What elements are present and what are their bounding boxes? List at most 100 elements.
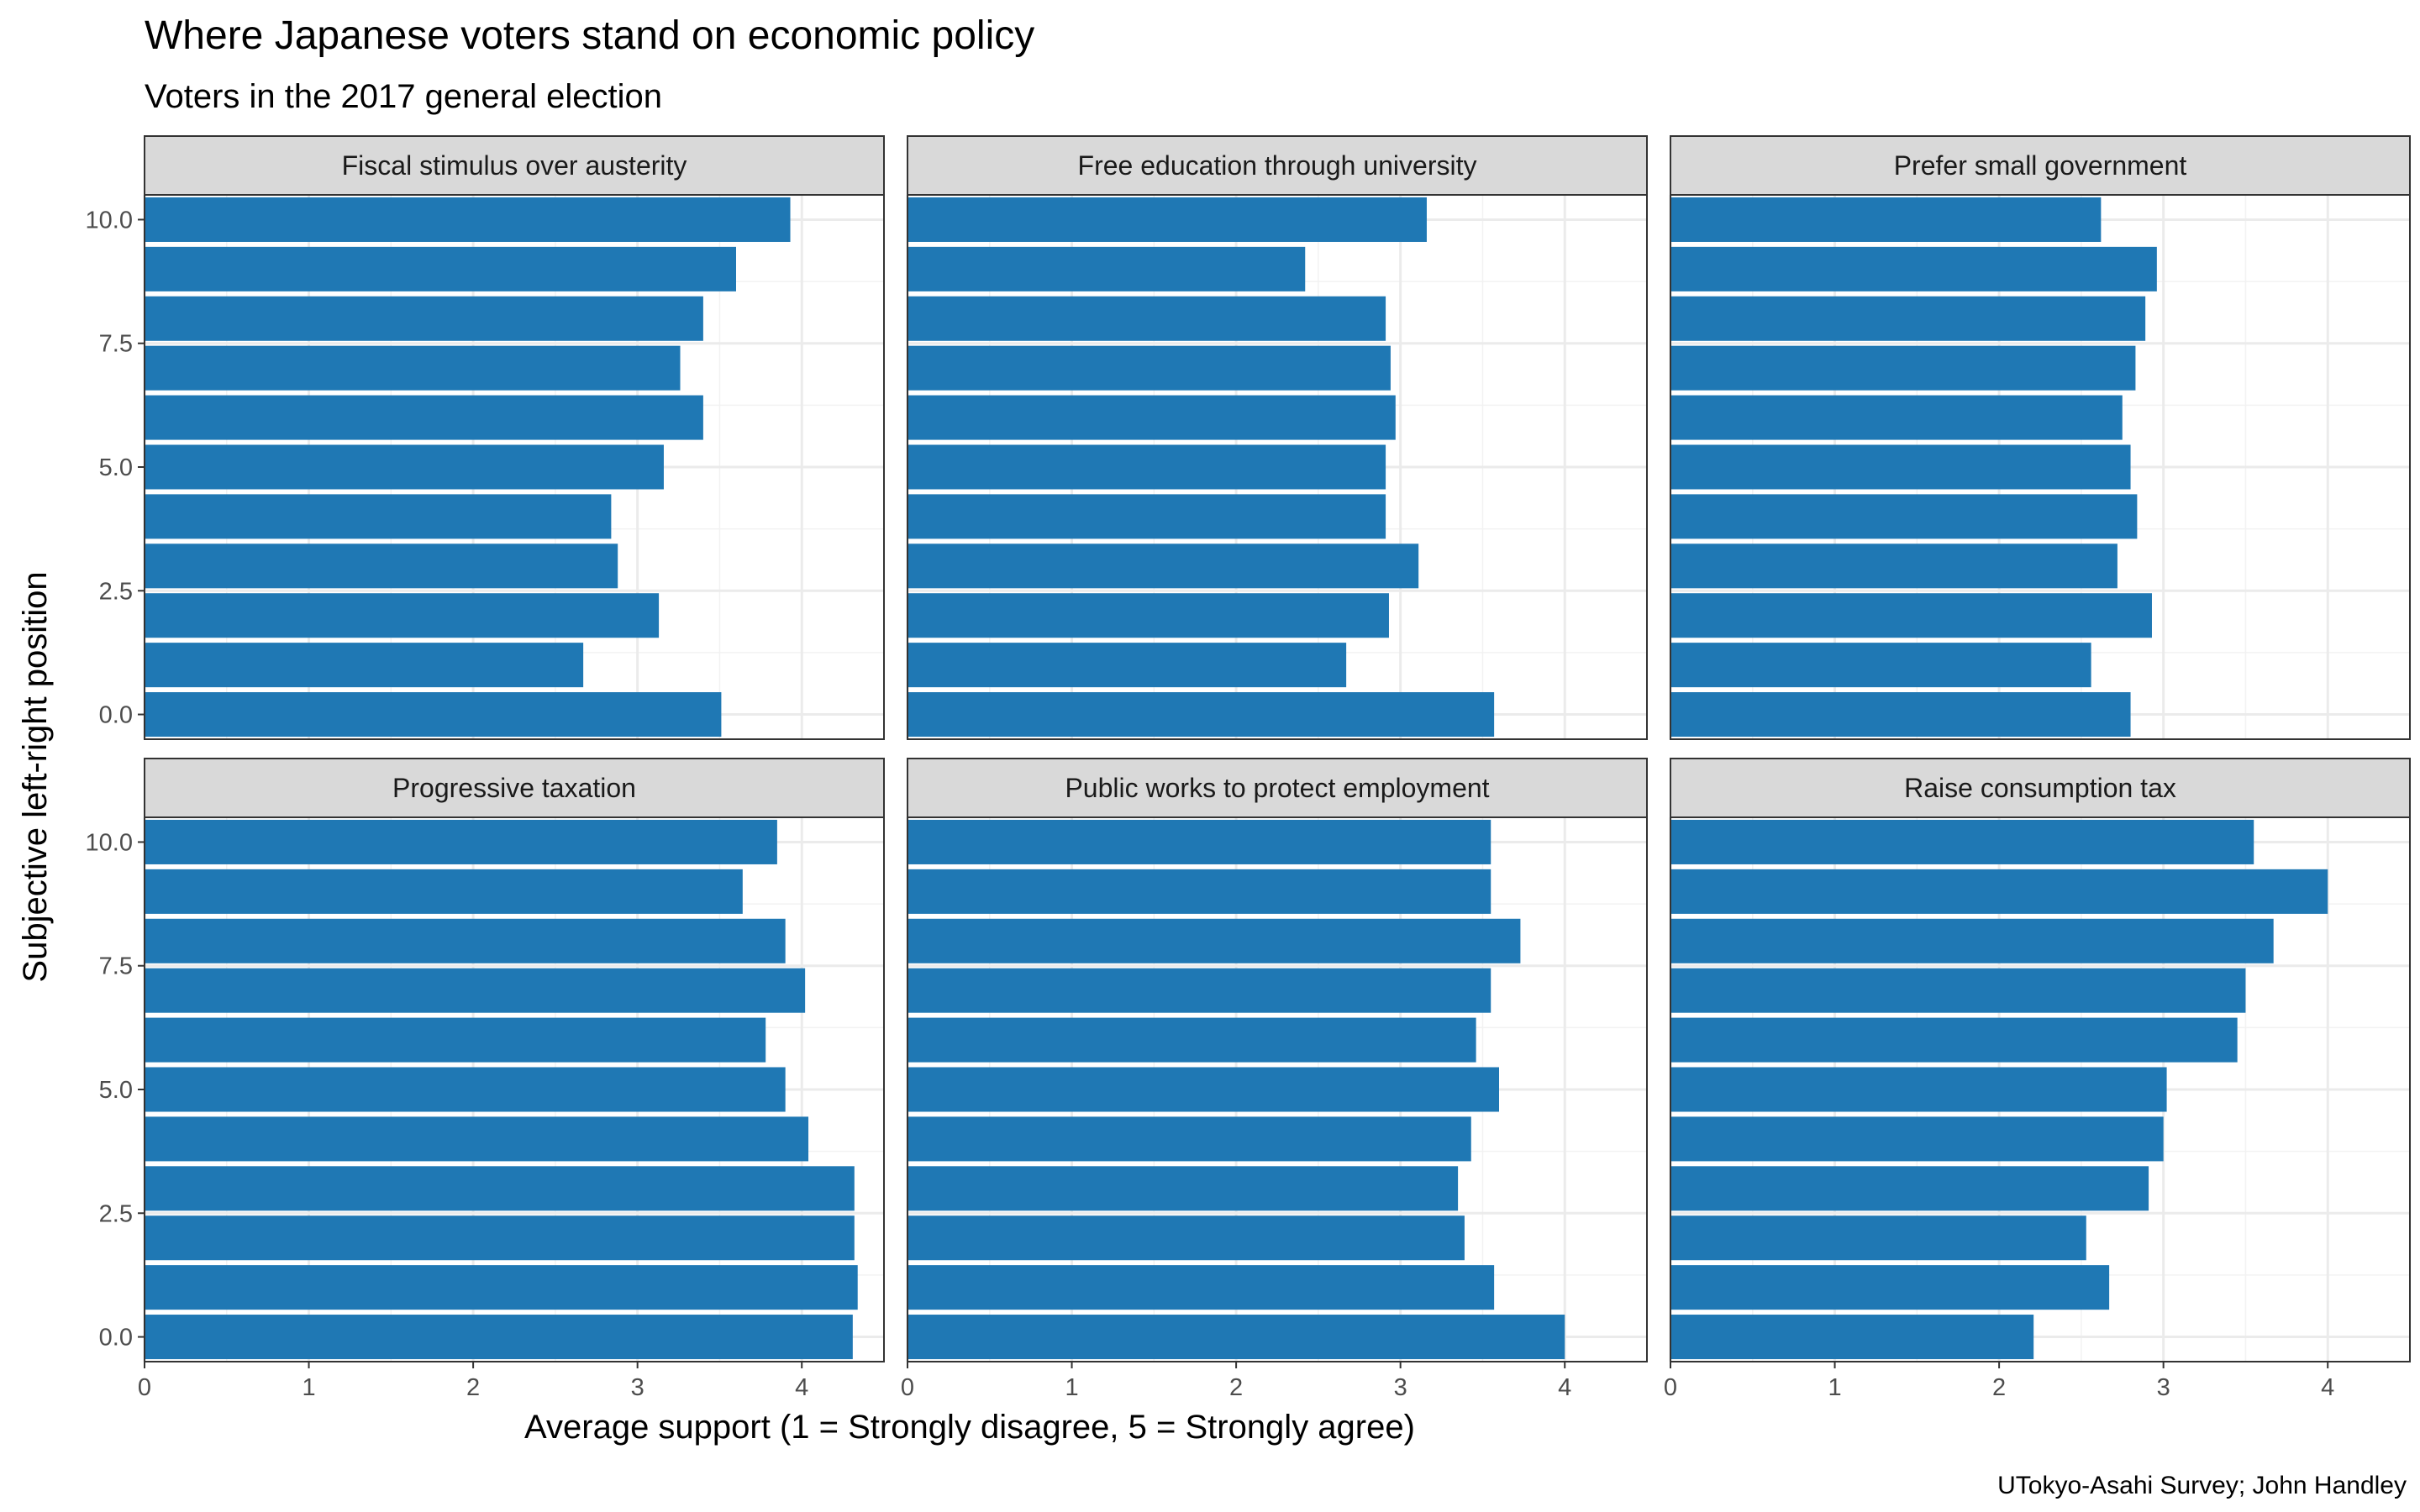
x-tick-label: 4	[1558, 1374, 1571, 1401]
bar	[145, 1265, 858, 1310]
bar	[1670, 444, 2131, 490]
bar	[145, 1215, 855, 1261]
bar	[1670, 1265, 2110, 1310]
bar	[145, 1116, 809, 1162]
panel-border	[907, 194, 1648, 740]
bar	[1670, 395, 2123, 440]
facet-panel: Free education through university	[906, 135, 1648, 740]
bar	[908, 197, 1427, 242]
bar	[908, 869, 1491, 914]
bar	[908, 643, 1347, 688]
x-tick-label: 1	[1828, 1374, 1841, 1401]
x-tick-label: 0	[901, 1374, 914, 1401]
bar	[1670, 968, 2246, 1013]
facet-label: Progressive taxation	[392, 773, 636, 803]
bar	[908, 1315, 1565, 1360]
bar	[145, 1166, 855, 1211]
bar	[145, 296, 703, 341]
bar	[1670, 1017, 2238, 1063]
x-tick-label: 3	[2157, 1374, 2170, 1401]
facet-label: Prefer small government	[1894, 150, 2187, 181]
bar	[908, 345, 1391, 391]
chart-caption: UTokyo-Asahi Survey; John Handley	[1997, 1472, 2407, 1499]
panels-group: Fiscal stimulus over austerity 0.0 2.5 5.0 7…	[86, 135, 2411, 1401]
panel-border	[907, 816, 1648, 1362]
facet-strip	[907, 758, 1648, 818]
x-tick-label: 1	[302, 1374, 315, 1401]
x-tick-label: 4	[795, 1374, 808, 1401]
bar	[1670, 296, 2146, 341]
bar	[1670, 1215, 2086, 1261]
bar	[1670, 593, 2152, 638]
bar	[145, 869, 743, 914]
bar	[1670, 869, 2328, 914]
y-axis-title: Subjective left-right position	[17, 571, 54, 982]
bar	[1670, 692, 2131, 738]
bar	[145, 918, 786, 963]
y-tick-label: 5.0	[99, 1077, 133, 1104]
x-tick-label: 2	[1992, 1374, 2006, 1401]
bar	[908, 1116, 1471, 1162]
x-tick-label: 0	[1664, 1374, 1677, 1401]
bar	[145, 246, 736, 291]
bar	[1670, 197, 2102, 242]
x-axis-title: Average support (1 = Strongly disagree, …	[524, 1409, 1415, 1446]
y-tick-label: 0.0	[99, 1325, 133, 1352]
y-tick-label: 5.0	[99, 454, 133, 481]
facet-panel: Fiscal stimulus over austerity 0.0 2.5 5.0 7…	[86, 135, 885, 740]
bar	[145, 692, 722, 738]
x-tick-label: 0	[138, 1374, 151, 1401]
bar	[1670, 918, 2274, 963]
facet-panel: Public works to protect employment 0 1 2 3 4	[901, 758, 1648, 1401]
x-tick-label: 2	[1229, 1374, 1243, 1401]
x-tick-label: 2	[466, 1374, 480, 1401]
facet-strip	[907, 135, 1648, 196]
y-tick-label: 7.5	[99, 953, 133, 980]
y-tick-label: 10.0	[86, 207, 133, 234]
bar	[908, 1067, 1499, 1112]
bar	[908, 1265, 1495, 1310]
bar	[908, 1215, 1465, 1261]
y-tick-label: 7.5	[99, 331, 133, 358]
bar	[1670, 345, 2136, 391]
bar	[145, 197, 791, 242]
facet-panel: Prefer small government	[1669, 135, 2411, 740]
chart-title: Where Japanese voters stand on economic …	[145, 13, 1034, 58]
bar	[1670, 643, 2091, 688]
bar	[908, 918, 1521, 963]
bar	[1670, 819, 2254, 864]
bar	[1670, 1067, 2167, 1112]
bar	[1670, 1166, 2149, 1211]
bar	[908, 543, 1419, 589]
bar	[145, 593, 660, 638]
bar	[145, 968, 806, 1013]
bar	[908, 246, 1306, 291]
facet-label: Fiscal stimulus over austerity	[342, 150, 687, 181]
facet-panel: Raise consumption tax 0 1 2 3 4	[1664, 758, 2411, 1401]
facet-panel: Progressive taxation 0.0 2.5 5.0 7.5 10.0 0 1 2 3…	[86, 758, 885, 1401]
bar	[145, 1315, 853, 1360]
x-tick-label: 4	[2321, 1374, 2334, 1401]
bar	[145, 543, 618, 589]
facet-strip	[1670, 758, 2411, 818]
bar	[908, 593, 1389, 638]
facet-strip	[144, 135, 885, 196]
bar	[145, 494, 612, 539]
y-tick-label: 0.0	[99, 702, 133, 729]
bar	[1670, 1315, 2034, 1360]
bar	[145, 643, 584, 688]
bar	[1670, 543, 2118, 589]
bar	[145, 444, 664, 490]
bar	[908, 494, 1386, 539]
x-tick-label: 1	[1065, 1374, 1078, 1401]
bar	[908, 692, 1495, 738]
facet-label: Public works to protect employment	[1065, 773, 1489, 803]
facet-label: Free education through university	[1078, 150, 1477, 181]
facet-strip	[1670, 135, 2411, 196]
x-tick-label: 3	[631, 1374, 644, 1401]
panel-border	[1670, 816, 2411, 1362]
x-tick-label: 3	[1394, 1374, 1407, 1401]
bar	[145, 1017, 766, 1063]
bar	[908, 444, 1386, 490]
